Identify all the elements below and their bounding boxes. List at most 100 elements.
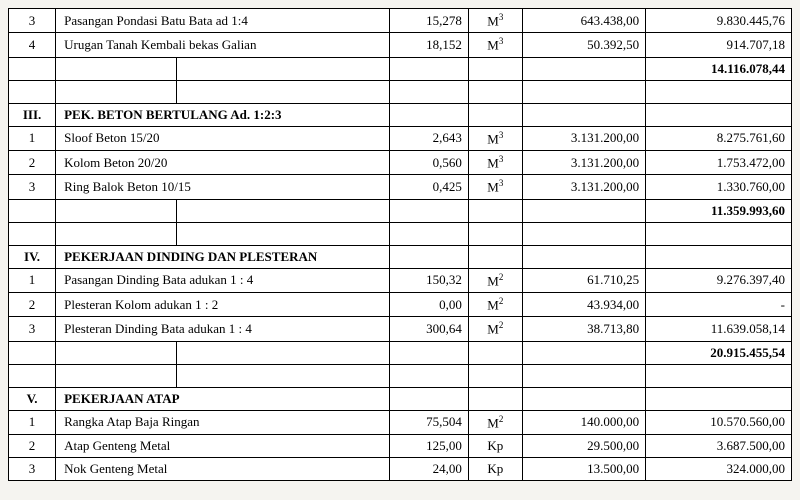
cell-desc: Nok Genteng Metal [56,457,390,480]
section-title: PEKERJAAN DINDING DAN PLESTERAN [56,245,390,268]
cell-price: 38.713,80 [522,317,645,341]
cell-unit: Kp [468,457,522,480]
table-row [9,222,792,245]
table-row: 2Atap Genteng Metal125,00Kp29.500,003.68… [9,434,792,457]
cell-vol: 0,425 [390,175,469,199]
cell-vol: 125,00 [390,434,469,457]
cell-desc-split [56,80,390,103]
table-row: 11.359.993,60 [9,199,792,222]
subtotal-value: 20.915.455,54 [646,341,792,364]
cell-total: 1.330.760,00 [646,175,792,199]
cell-desc-split [56,364,390,387]
section-no: IV. [9,245,56,268]
table-row: 14.116.078,44 [9,57,792,80]
cell-no: 1 [9,410,56,434]
cell-price: 140.000,00 [522,410,645,434]
cell-unit: M2 [468,292,522,316]
cell-desc: Pasangan Pondasi Batu Bata ad 1:4 [56,9,390,33]
rab-table: 3Pasangan Pondasi Batu Bata ad 1:415,278… [8,8,792,481]
cell-no: 3 [9,317,56,341]
cell-vol: 150,32 [390,268,469,292]
cell-unit: M2 [468,317,522,341]
cell-total: 10.570.560,00 [646,410,792,434]
table-row: 3Plesteran Dinding Bata adukan 1 : 4300,… [9,317,792,341]
cell-no: 4 [9,33,56,57]
cell-total: 11.639.058,14 [646,317,792,341]
cell-desc: Sloof Beton 15/20 [56,126,390,150]
cell-desc-split [56,222,390,245]
cell-total: 914.707,18 [646,33,792,57]
cell-vol: 75,504 [390,410,469,434]
cell-total: 324.000,00 [646,457,792,480]
table-row: 3Nok Genteng Metal24,00Kp13.500,00324.00… [9,457,792,480]
cell-unit: Kp [468,434,522,457]
cell-desc-split [56,199,390,222]
cell-desc: Ring Balok Beton 10/15 [56,175,390,199]
cell-price: 29.500,00 [522,434,645,457]
cell-total: 8.275.761,60 [646,126,792,150]
table-row [9,364,792,387]
cell-unit: M3 [468,150,522,174]
cell-unit: M3 [468,33,522,57]
cell-vol: 0,00 [390,292,469,316]
cell-desc: Urugan Tanah Kembali bekas Galian [56,33,390,57]
section-title: PEKERJAAN ATAP [56,387,390,410]
cell-no: 3 [9,175,56,199]
cell-price: 3.131.200,00 [522,150,645,174]
table-row: 2Plesteran Kolom adukan 1 : 20,00M243.93… [9,292,792,316]
cell-unit: M3 [468,9,522,33]
cell-unit: M3 [468,175,522,199]
cell-vol: 0,560 [390,150,469,174]
table-row: IV.PEKERJAAN DINDING DAN PLESTERAN [9,245,792,268]
cell-total: - [646,292,792,316]
table-row: 2Kolom Beton 20/200,560M33.131.200,001.7… [9,150,792,174]
cell-no: 1 [9,268,56,292]
cell-total: 9.830.445,76 [646,9,792,33]
cell-no: 2 [9,150,56,174]
cell-price: 61.710,25 [522,268,645,292]
cell-no: 2 [9,292,56,316]
table-row: 1Sloof Beton 15/202,643M33.131.200,008.2… [9,126,792,150]
cell-price: 43.934,00 [522,292,645,316]
table-row: 1Rangka Atap Baja Ringan75,504M2140.000,… [9,410,792,434]
cell-desc: Rangka Atap Baja Ringan [56,410,390,434]
cell-vol: 300,64 [390,317,469,341]
section-no: III. [9,103,56,126]
cell-unit: M2 [468,410,522,434]
cell-vol: 18,152 [390,33,469,57]
cell-total: 9.276.397,40 [646,268,792,292]
cell-price: 3.131.200,00 [522,175,645,199]
table-row [9,80,792,103]
table-row: V.PEKERJAAN ATAP [9,387,792,410]
table-row: III.PEK. BETON BERTULANG Ad. 1:2:3 [9,103,792,126]
cell-vol: 15,278 [390,9,469,33]
cell-vol: 24,00 [390,457,469,480]
subtotal-value: 11.359.993,60 [646,199,792,222]
table-row: 3Pasangan Pondasi Batu Bata ad 1:415,278… [9,9,792,33]
cell-vol: 2,643 [390,126,469,150]
cell-price: 643.438,00 [522,9,645,33]
table-row: 1Pasangan Dinding Bata adukan 1 : 4150,3… [9,268,792,292]
cell-desc: Plesteran Dinding Bata adukan 1 : 4 [56,317,390,341]
table-row: 20.915.455,54 [9,341,792,364]
cell-desc: Kolom Beton 20/20 [56,150,390,174]
section-no: V. [9,387,56,410]
cell-no: 1 [9,126,56,150]
subtotal-value: 14.116.078,44 [646,57,792,80]
cell-price: 50.392,50 [522,33,645,57]
cell-no: 3 [9,9,56,33]
cell-desc: Plesteran Kolom adukan 1 : 2 [56,292,390,316]
cell-no: 3 [9,457,56,480]
section-title: PEK. BETON BERTULANG Ad. 1:2:3 [56,103,390,126]
cell-unit: M2 [468,268,522,292]
cell-desc-split [56,57,390,80]
cell-desc: Pasangan Dinding Bata adukan 1 : 4 [56,268,390,292]
cell-price: 3.131.200,00 [522,126,645,150]
table-row: 4Urugan Tanah Kembali bekas Galian18,152… [9,33,792,57]
cell-no: 2 [9,434,56,457]
cell-total: 3.687.500,00 [646,434,792,457]
cell-total: 1.753.472,00 [646,150,792,174]
cell-desc-split [56,341,390,364]
cell-desc: Atap Genteng Metal [56,434,390,457]
cell-unit: M3 [468,126,522,150]
